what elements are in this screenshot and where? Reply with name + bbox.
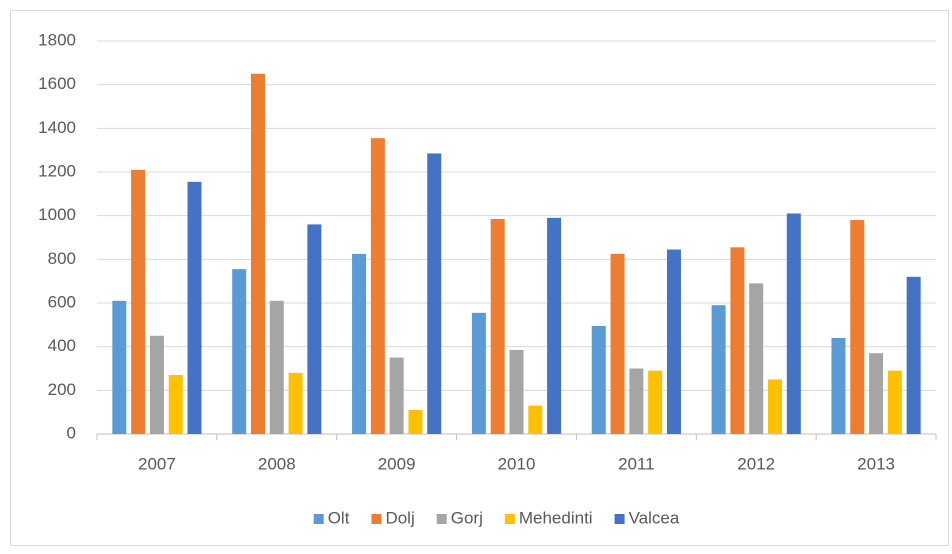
bar: [307, 224, 322, 434]
y-tick-label: 200: [48, 380, 76, 399]
y-tick-label: 600: [48, 292, 76, 311]
bar: [906, 276, 921, 434]
bar: [786, 213, 801, 434]
x-tick-label: 2012: [737, 454, 775, 473]
bar: [591, 325, 606, 434]
bar: [288, 372, 303, 434]
bar: [768, 379, 783, 434]
y-tick-label: 0: [67, 423, 76, 442]
bar: [887, 370, 902, 434]
legend-swatch: [313, 514, 324, 524]
bar: [490, 218, 505, 434]
bar: [509, 349, 524, 434]
x-tick-label: 2007: [138, 454, 176, 473]
y-tick-label: 1600: [38, 74, 76, 93]
legend-swatch: [436, 514, 447, 524]
bar: [831, 337, 846, 434]
legend-swatch: [371, 514, 382, 524]
bar: [149, 335, 164, 434]
legend-swatch: [504, 514, 515, 524]
legend-label: Valcea: [629, 508, 680, 527]
y-tick-label: 400: [48, 336, 76, 355]
x-tick-label: 2013: [857, 454, 895, 473]
x-tick-label: 2009: [378, 454, 416, 473]
bar: [730, 247, 745, 434]
bar: [427, 153, 442, 435]
bar: [131, 169, 146, 435]
bar: [352, 253, 367, 434]
bar: [610, 253, 625, 434]
x-tick-label: 2011: [618, 454, 655, 473]
bar: [528, 405, 543, 434]
y-tick-label: 1800: [38, 30, 76, 49]
bar: [250, 73, 265, 434]
bar: [232, 269, 247, 434]
bar: [629, 368, 644, 434]
bar: [187, 181, 202, 434]
bar: [850, 220, 865, 434]
bar: [666, 249, 681, 434]
x-tick-label: 2008: [258, 454, 296, 473]
legend-label: Olt: [328, 508, 350, 527]
bar: [711, 305, 726, 434]
bar: [168, 375, 183, 434]
legend-swatch: [614, 514, 625, 524]
x-tick-label: 2010: [498, 454, 536, 473]
y-tick-label: 1400: [38, 118, 76, 137]
bar: [408, 409, 423, 434]
bar: [471, 312, 486, 434]
y-tick-label: 1000: [38, 205, 76, 224]
bar: [370, 138, 385, 435]
legend-label: Gorj: [451, 508, 483, 527]
bar: [749, 283, 764, 434]
bar: [112, 300, 127, 434]
bar: [389, 357, 404, 434]
y-tick-label: 800: [48, 249, 76, 268]
y-tick-label: 1200: [38, 161, 76, 180]
bar: [269, 300, 284, 434]
legend-label: Dolj: [385, 508, 414, 527]
bar: [547, 217, 562, 434]
legend-label: Mehedinti: [519, 508, 593, 527]
bar: [869, 353, 884, 434]
bar: [648, 370, 663, 434]
